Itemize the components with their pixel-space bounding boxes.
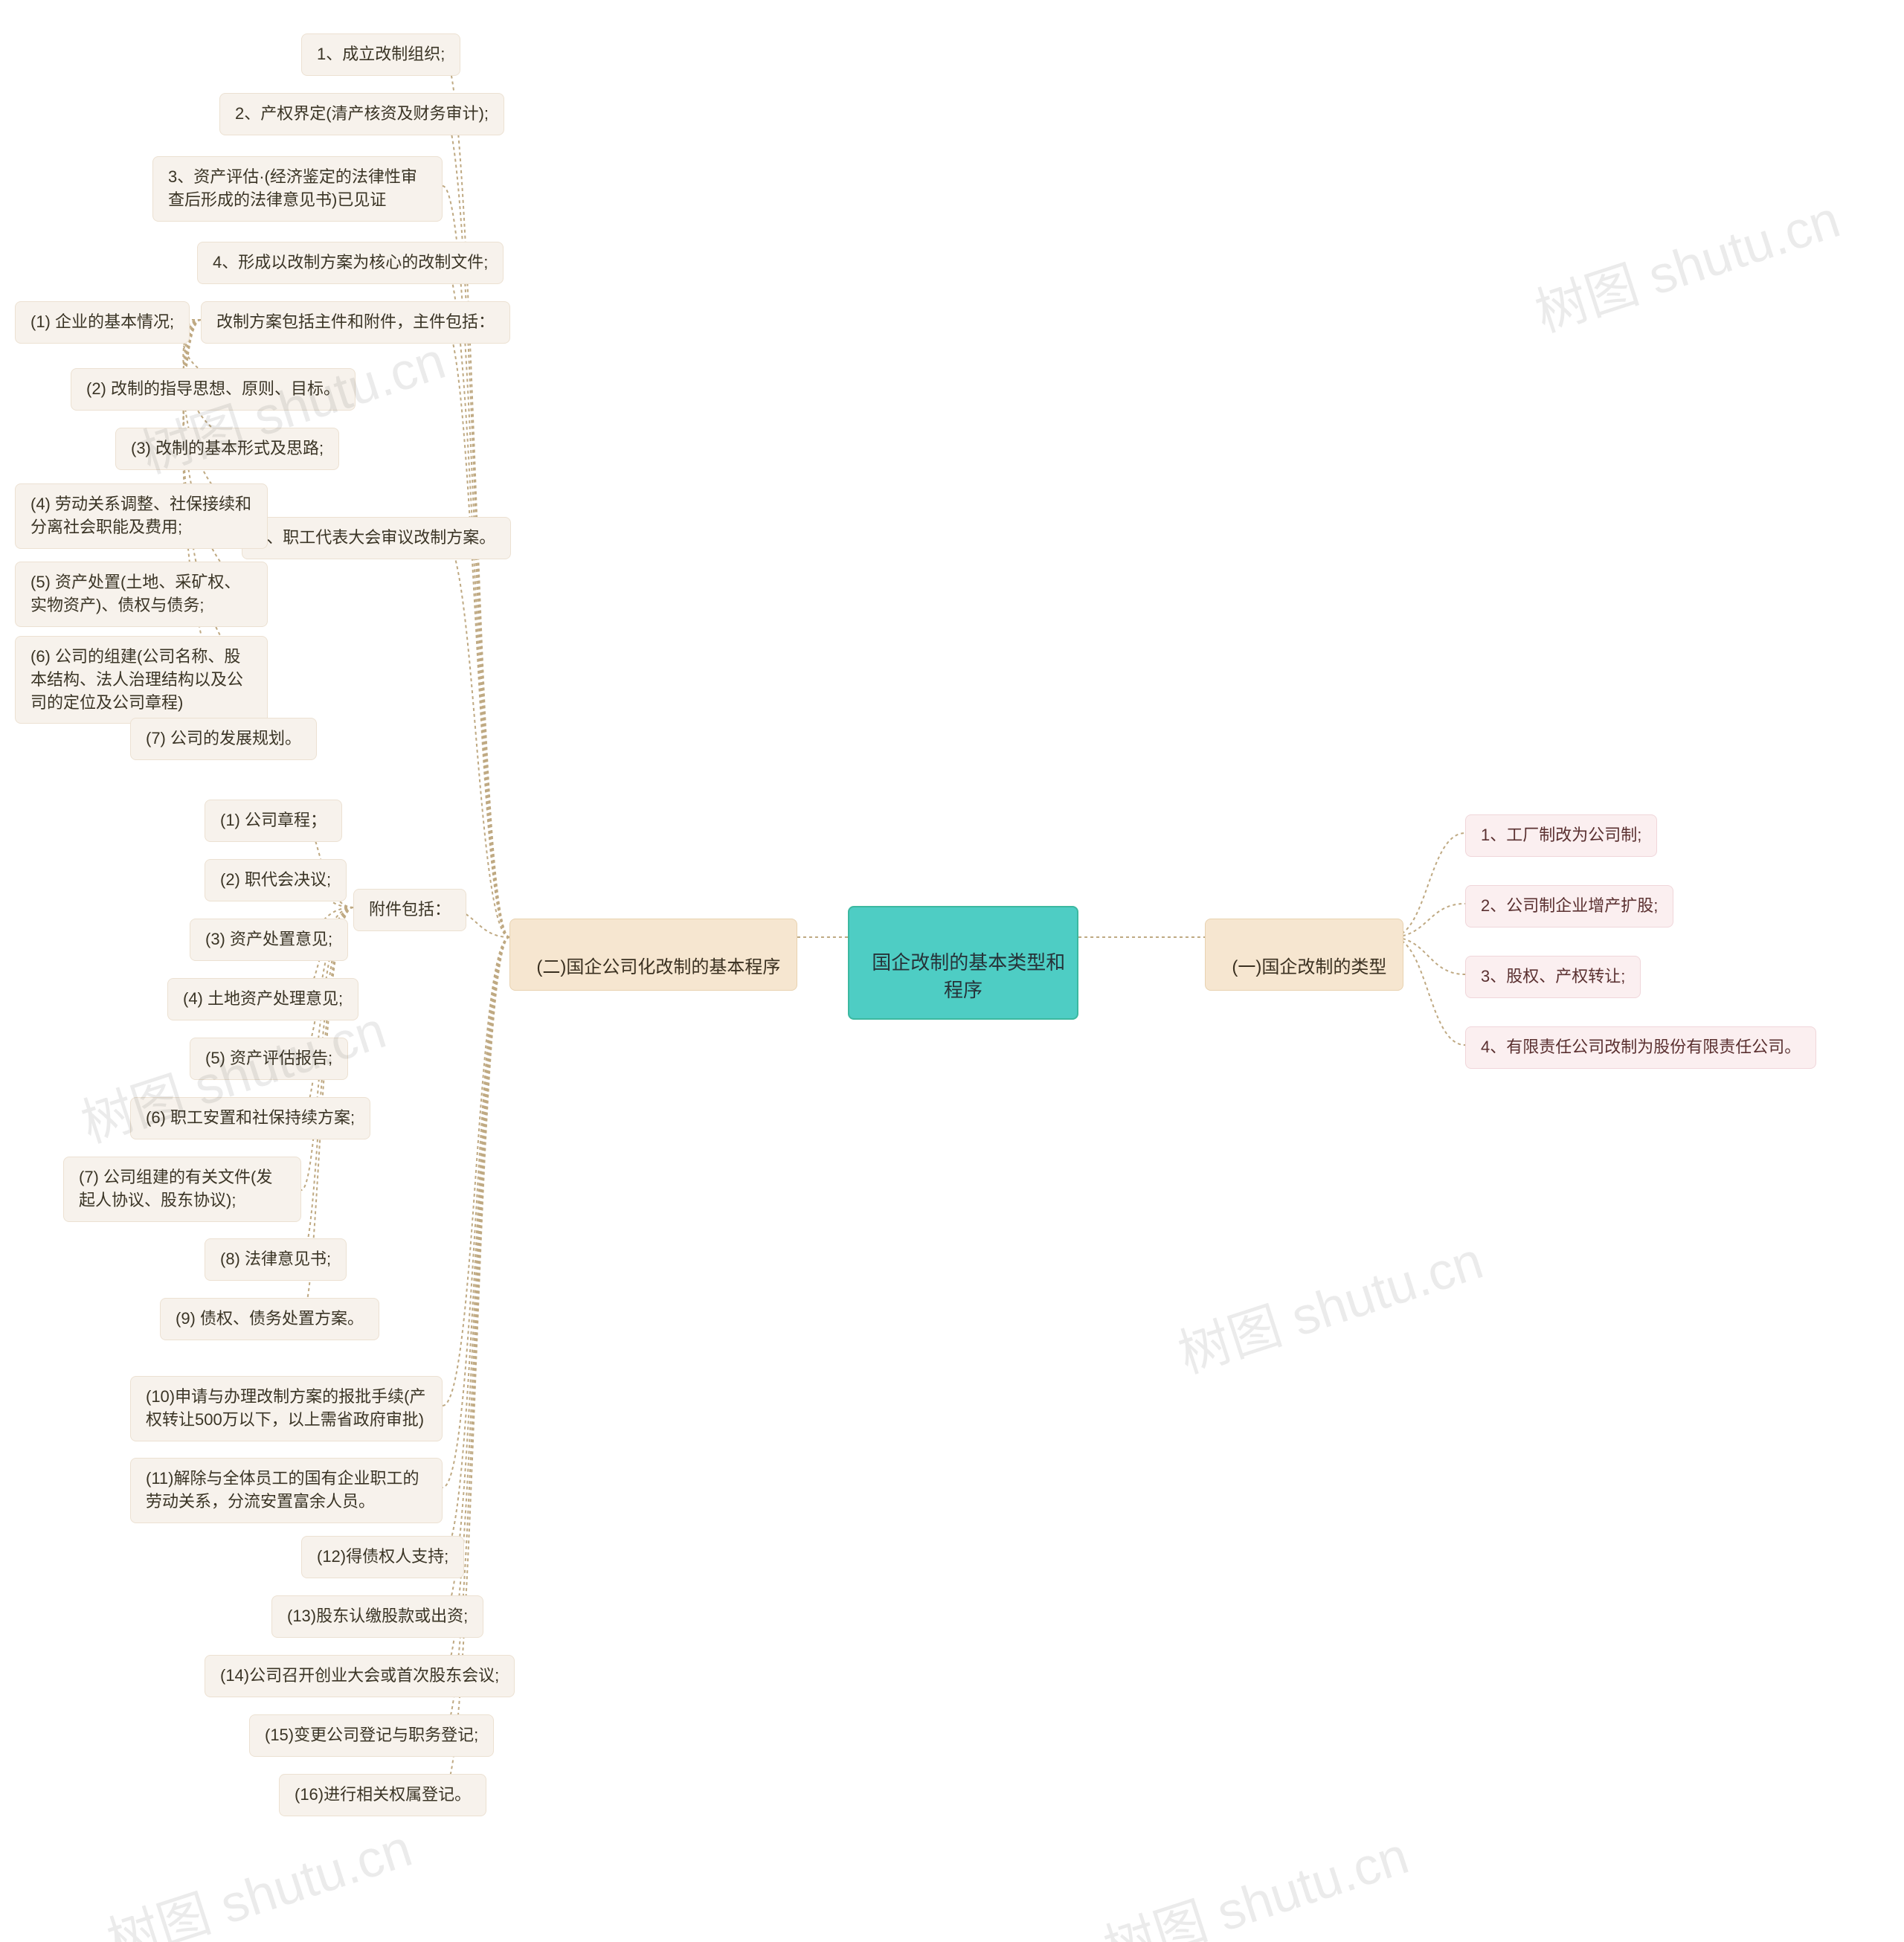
fu-leaf-3[interactable]: (3) 资产处置意见; [190, 919, 348, 961]
root-node[interactable]: 国企改制的基本类型和程序 [848, 906, 1078, 1020]
left-leaf-2[interactable]: 2、产权界定(清产核资及财务审计); [219, 93, 504, 135]
fu-leaf-8-label: (8) 法律意见书; [220, 1250, 331, 1268]
left-leaf-11-label: (13)股东认缴股款或出资; [287, 1607, 468, 1625]
right-leaf-2[interactable]: 2、公司制企业增产扩股; [1465, 885, 1673, 927]
zhu-leaf-2[interactable]: (2) 改制的指导思想、原则、目标。 [71, 368, 356, 411]
left-leaf-1[interactable]: 1、成立改制组织; [301, 33, 460, 76]
left-branch-label: (二)国企公司化改制的基本程序 [536, 957, 780, 977]
left-leaf-3[interactable]: 3、资产评估·(经济鉴定的法律性审查后形成的法律意见书)已见证 [152, 156, 443, 222]
left-leaf-9-label: (11)解除与全体员工的国有企业职工的劳动关系，分流安置富余人员。 [146, 1469, 419, 1511]
left-leaf-9[interactable]: (11)解除与全体员工的国有企业职工的劳动关系，分流安置富余人员。 [130, 1458, 443, 1523]
right-leaf-4[interactable]: 4、有限责任公司改制为股份有限责任公司。 [1465, 1026, 1816, 1069]
left-leaf-3-label: 3、资产评估·(经济鉴定的法律性审查后形成的法律意见书)已见证 [168, 167, 417, 209]
zhu-leaf-3[interactable]: (3) 改制的基本形式及思路; [115, 428, 339, 470]
left-leaf-4[interactable]: 4、形成以改制方案为核心的改制文件; [197, 242, 504, 284]
zhu-leaf-4-label: (4) 劳动关系调整、社保接续和分离社会职能及费用; [30, 495, 251, 536]
zhu-leaf-3-label: (3) 改制的基本形式及思路; [131, 439, 324, 457]
right-leaf-3[interactable]: 3、股权、产权转让; [1465, 956, 1641, 998]
fu-leaf-7-label: (7) 公司组建的有关文件(发起人协议、股东协议); [79, 1168, 272, 1209]
fu-leaf-2[interactable]: (2) 职代会决议; [205, 859, 347, 901]
left-leaf-5[interactable]: 改制方案包括主件和附件，主件包括： [201, 301, 510, 344]
zhu-leaf-2-label: (2) 改制的指导思想、原则、目标。 [86, 379, 340, 398]
right-branch-label: (一)国企改制的类型 [1232, 957, 1386, 977]
fu-leaf-1-label: (1) 公司章程； [220, 811, 327, 829]
left-branch-node[interactable]: (二)国企公司化改制的基本程序 [509, 919, 797, 991]
fu-leaf-7[interactable]: (7) 公司组建的有关文件(发起人协议、股东协议); [63, 1157, 301, 1222]
left-leaf-12-label: (14)公司召开创业大会或首次股东会议; [220, 1666, 499, 1685]
right-leaf-4-label: 4、有限责任公司改制为股份有限责任公司。 [1481, 1038, 1801, 1056]
right-leaf-2-label: 2、公司制企业增产扩股; [1481, 896, 1658, 915]
right-branch-node[interactable]: (一)国企改制的类型 [1205, 919, 1403, 991]
fu-leaf-2-label: (2) 职代会决议; [220, 870, 331, 889]
zhu-leaf-1[interactable]: (1) 企业的基本情况; [15, 301, 190, 344]
zhu-leaf-5[interactable]: (5) 资产处置(土地、采矿权、实物资产)、债权与债务; [15, 562, 268, 627]
left-leaf-14-label: (16)进行相关权属登记。 [295, 1785, 471, 1804]
left-leaf-2-label: 2、产权界定(清产核资及财务审计); [235, 104, 489, 123]
fu-leaf-4[interactable]: (4) 土地资产处理意见; [167, 978, 358, 1020]
zhu-leaf-4[interactable]: (4) 劳动关系调整、社保接续和分离社会职能及费用; [15, 483, 268, 549]
zhu-leaf-7[interactable]: (7) 公司的发展规划。 [130, 718, 317, 760]
left-leaf-12[interactable]: (14)公司召开创业大会或首次股东会议; [205, 1655, 515, 1697]
left-leaf-7[interactable]: 附件包括： [353, 889, 466, 931]
left-leaf-4-label: 4、形成以改制方案为核心的改制文件; [213, 253, 488, 271]
zhu-leaf-5-label: (5) 资产处置(土地、采矿权、实物资产)、债权与债务; [30, 573, 240, 614]
left-leaf-1-label: 1、成立改制组织; [317, 45, 445, 63]
left-leaf-14[interactable]: (16)进行相关权属登记。 [279, 1774, 486, 1816]
watermark: 树图 shutu.cn [97, 1807, 420, 1942]
zhu-leaf-7-label: (7) 公司的发展规划。 [146, 729, 301, 747]
fu-leaf-5[interactable]: (5) 资产评估报告; [190, 1038, 348, 1080]
fu-leaf-6-label: (6) 职工安置和社保持续方案; [146, 1108, 355, 1127]
root-label: 国企改制的基本类型和程序 [872, 951, 1065, 1000]
left-leaf-8-label: (10)申请与办理改制方案的报批手续(产权转让500万以下，以上需省政府审批) [146, 1387, 425, 1429]
left-leaf-13-label: (15)变更公司登记与职务登记; [265, 1726, 478, 1744]
zhu-leaf-6-label: (6) 公司的组建(公司名称、股本结构、法人治理结构以及公 司的定位及公司章程) [30, 647, 248, 712]
left-leaf-13[interactable]: (15)变更公司登记与职务登记; [249, 1714, 494, 1757]
right-leaf-1[interactable]: 1、工厂制改为公司制; [1465, 814, 1657, 857]
fu-leaf-9-label: (9) 债权、债务处置方案。 [176, 1309, 364, 1328]
left-leaf-6-label: 5、职工代表大会审议改制方案。 [257, 528, 495, 547]
fu-leaf-3-label: (3) 资产处置意见; [205, 930, 332, 948]
left-leaf-10-label: (12)得债权人支持; [317, 1547, 448, 1566]
left-leaf-8[interactable]: (10)申请与办理改制方案的报批手续(产权转让500万以下，以上需省政府审批) [130, 1376, 443, 1441]
watermark: 树图 shutu.cn [1525, 178, 1848, 347]
right-leaf-1-label: 1、工厂制改为公司制; [1481, 826, 1641, 844]
zhu-leaf-6[interactable]: (6) 公司的组建(公司名称、股本结构、法人治理结构以及公 司的定位及公司章程) [15, 636, 268, 724]
watermark: 树图 shutu.cn [1168, 1219, 1491, 1388]
zhu-leaf-1-label: (1) 企业的基本情况; [30, 312, 174, 331]
fu-leaf-9[interactable]: (9) 债权、债务处置方案。 [160, 1298, 379, 1340]
left-leaf-7-label: 附件包括： [369, 900, 451, 919]
watermark: 树图 shutu.cn [1093, 1814, 1417, 1942]
left-leaf-5-label: 改制方案包括主件和附件，主件包括： [216, 312, 495, 331]
left-leaf-6[interactable]: 5、职工代表大会审议改制方案。 [242, 517, 511, 559]
fu-leaf-5-label: (5) 资产评估报告; [205, 1049, 332, 1067]
fu-leaf-1[interactable]: (1) 公司章程； [205, 800, 342, 842]
fu-leaf-8[interactable]: (8) 法律意见书; [205, 1238, 347, 1281]
right-leaf-3-label: 3、股权、产权转让; [1481, 967, 1625, 986]
fu-leaf-6[interactable]: (6) 职工安置和社保持续方案; [130, 1097, 370, 1139]
fu-leaf-4-label: (4) 土地资产处理意见; [183, 989, 343, 1008]
left-leaf-10[interactable]: (12)得债权人支持; [301, 1536, 464, 1578]
left-leaf-11[interactable]: (13)股东认缴股款或出资; [271, 1595, 483, 1638]
